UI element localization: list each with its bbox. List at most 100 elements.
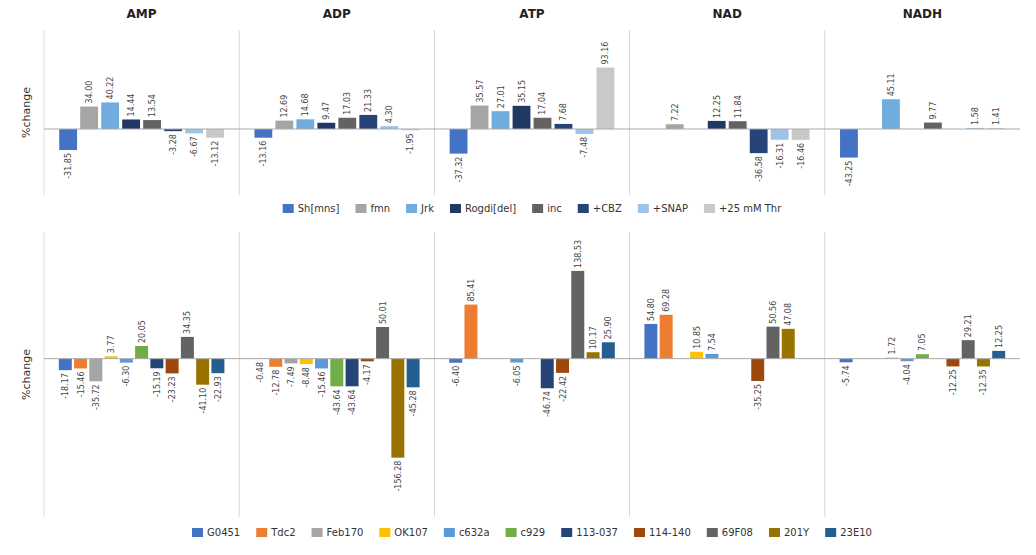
bar xyxy=(74,359,87,369)
bar xyxy=(471,106,489,129)
legend-swatch xyxy=(256,528,267,537)
data-label: -43.64 xyxy=(348,389,357,415)
bar xyxy=(59,359,72,371)
bar xyxy=(729,121,747,129)
category-label: ATP xyxy=(519,7,545,21)
data-label: 27.01 xyxy=(497,85,506,108)
data-label: -6.30 xyxy=(122,366,131,387)
legend-item: 113-037 xyxy=(561,527,618,538)
legend-label: Sh[mns] xyxy=(298,203,340,214)
bar xyxy=(143,120,161,129)
data-label: 40.22 xyxy=(106,77,115,100)
bar xyxy=(924,123,942,129)
zero-line xyxy=(44,129,1020,130)
legend: G0451Tdc2Feb170OK107c632ac929113-037114-… xyxy=(192,527,872,538)
data-label: -22.42 xyxy=(559,376,568,402)
bar xyxy=(571,271,584,359)
legend-swatch xyxy=(379,528,390,537)
data-label: 35.57 xyxy=(476,80,485,103)
legend-swatch xyxy=(283,204,294,213)
bar xyxy=(254,129,272,138)
group-separator xyxy=(239,30,240,195)
data-label: -1.95 xyxy=(406,133,415,154)
data-label: 3.77 xyxy=(107,335,116,353)
legend-label: Rogdi[del] xyxy=(465,203,516,214)
legend-label: fmn xyxy=(370,203,390,214)
bar xyxy=(916,354,929,358)
group-separator xyxy=(239,232,240,517)
data-label: -4.04 xyxy=(903,364,912,385)
legend-label: 23E10 xyxy=(840,527,872,538)
bar xyxy=(840,129,858,158)
data-label: -7.48 xyxy=(580,137,589,158)
legend-swatch xyxy=(444,528,455,537)
data-label: -15.46 xyxy=(77,371,86,397)
legend-swatch xyxy=(450,204,461,213)
bar xyxy=(534,118,552,129)
bar xyxy=(450,129,468,154)
data-label: -36.58 xyxy=(755,156,764,182)
bar xyxy=(315,359,328,369)
data-label: 10.85 xyxy=(693,326,702,349)
data-label: 21.33 xyxy=(364,89,373,112)
data-label: 7.22 xyxy=(671,103,680,121)
group-separator xyxy=(434,30,435,195)
legend-label: c929 xyxy=(521,527,546,538)
legend-label: c632a xyxy=(459,527,490,538)
data-label: 4.30 xyxy=(385,105,394,123)
group-separator xyxy=(824,30,825,195)
chart-root: %changeAMPADPATPNADNADH-31.85-13.16-37.3… xyxy=(0,0,1036,555)
bar xyxy=(597,68,615,129)
category-label: NADH xyxy=(903,7,942,21)
bar xyxy=(285,359,298,364)
data-label: -23.23 xyxy=(168,376,177,402)
bar xyxy=(59,129,77,150)
data-label: 47.08 xyxy=(784,303,793,326)
data-label: 1.72 xyxy=(888,337,897,355)
bar xyxy=(89,359,102,382)
data-label: -16.46 xyxy=(797,143,806,169)
data-label: -0.48 xyxy=(256,362,265,383)
data-label: -43.64 xyxy=(333,389,342,415)
data-label: -6.67 xyxy=(190,136,199,157)
legend-swatch xyxy=(561,528,572,537)
data-label: 45.11 xyxy=(887,73,896,96)
bar xyxy=(946,359,959,367)
legend-swatch xyxy=(638,204,649,213)
data-label: 34.35 xyxy=(183,311,192,334)
legend-label: 69F08 xyxy=(722,527,753,538)
bar xyxy=(771,129,789,140)
bar xyxy=(211,359,224,374)
data-label: 12.25 xyxy=(995,325,1004,348)
legend-swatch xyxy=(704,204,715,213)
data-label: -13.12 xyxy=(211,141,220,167)
legend-item: c632a xyxy=(444,527,490,538)
data-label: -45.28 xyxy=(409,390,418,416)
data-label: 85.41 xyxy=(467,279,476,302)
legend-label: +SNAP xyxy=(653,203,688,214)
legend-swatch xyxy=(506,528,517,537)
legend-swatch xyxy=(634,528,645,537)
data-label: -16.31 xyxy=(776,143,785,169)
bar xyxy=(587,352,600,358)
data-label: -18.17 xyxy=(61,373,70,399)
bar xyxy=(708,121,726,129)
legend-item: Sh[mns] xyxy=(283,203,340,214)
legend-item: inc xyxy=(532,203,562,214)
data-label: -13.16 xyxy=(259,141,268,167)
legend-item: Jrk xyxy=(406,203,434,214)
data-label: -15.19 xyxy=(153,371,162,397)
group-separator xyxy=(824,232,825,517)
y-axis-line xyxy=(44,232,45,517)
bar xyxy=(359,115,377,129)
data-label: -46.74 xyxy=(543,391,552,417)
bar xyxy=(330,359,343,387)
bar xyxy=(513,106,531,129)
data-label: 29.21 xyxy=(964,314,973,337)
bar xyxy=(576,129,594,134)
data-label: 14.44 xyxy=(127,94,136,117)
data-label: 17.04 xyxy=(538,92,547,115)
legend-item: Rogdi[del] xyxy=(450,203,516,214)
y-label: %change xyxy=(20,349,33,400)
data-label: 12.69 xyxy=(280,95,289,118)
